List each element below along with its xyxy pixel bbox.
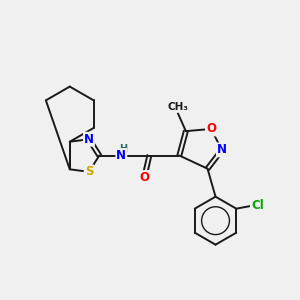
Text: S: S <box>85 165 93 178</box>
Text: O: O <box>139 171 149 184</box>
Text: N: N <box>217 143 227 156</box>
Text: H: H <box>119 143 128 154</box>
Text: Cl: Cl <box>251 199 264 212</box>
Text: N: N <box>116 149 126 162</box>
Text: O: O <box>206 122 216 135</box>
Text: CH₃: CH₃ <box>167 102 188 112</box>
Text: N: N <box>84 133 94 146</box>
